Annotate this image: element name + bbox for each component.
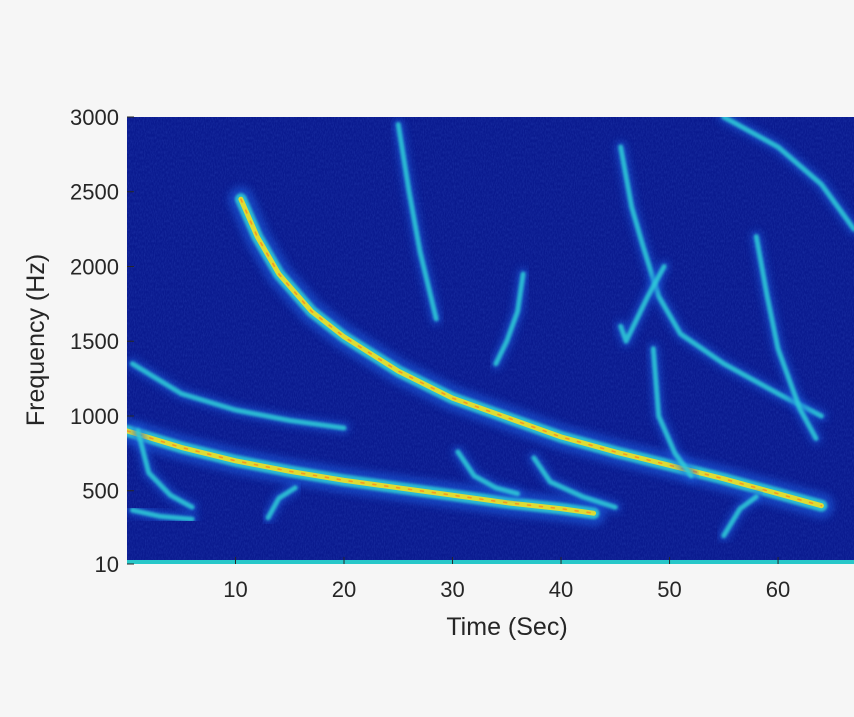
contour-6 [614,140,828,422]
contour-1 [127,417,607,527]
y-tick-label: 500 [82,479,119,504]
contour-9 [717,117,854,236]
contour-14 [262,481,302,524]
x-axis: 10 20 30 40 50 60 [223,557,790,602]
contour-body [493,271,526,367]
contour-peak [127,430,595,514]
contour-body [455,449,521,497]
y-tick-label: 2000 [70,254,119,279]
x-tick-label: 30 [440,577,464,602]
contour-13 [527,451,622,514]
contour-body [135,428,195,510]
contour-body [531,455,618,510]
contour-body [129,507,195,522]
contour-body [395,122,439,322]
contour-body [265,485,298,521]
y-tick-label: 10 [95,552,119,577]
contour-8 [750,230,822,445]
plot-area [127,117,854,564]
y-tick-label: 2500 [70,180,119,205]
y-tick-label: 3000 [70,105,119,130]
y-axis: 10 500 1000 1500 2000 2500 3000 [70,105,134,577]
x-axis-label: Time (Sec) [446,613,567,641]
contour-body [618,144,824,419]
contour-10 [647,342,698,482]
contour-4 [392,118,443,325]
contour-16 [127,504,199,526]
x-tick-label: 10 [223,577,247,602]
contour-5 [489,268,530,370]
x-tick-label: 50 [657,577,681,602]
contour-body [721,117,854,232]
x-tick-label: 40 [549,577,573,602]
baseline-band [127,560,854,564]
contour-body [721,494,759,539]
x-tick-label: 60 [766,577,790,602]
contour-7 [614,260,671,348]
y-axis-label: Frequency (Hz) [22,254,50,426]
y-tick-label: 1500 [70,329,119,354]
contour-body [753,234,819,441]
contour-3 [127,357,350,434]
contour-body [129,361,347,431]
contour-11 [131,424,199,514]
traces-layer [127,117,854,542]
contour-12 [451,445,524,500]
contour-core [238,196,824,509]
contour-body [618,264,667,344]
contour-body [650,346,694,479]
x-tick-label: 20 [332,577,356,602]
contour-15 [717,490,763,542]
y-tick-label: 1000 [70,404,119,429]
contour-2 [227,186,835,519]
